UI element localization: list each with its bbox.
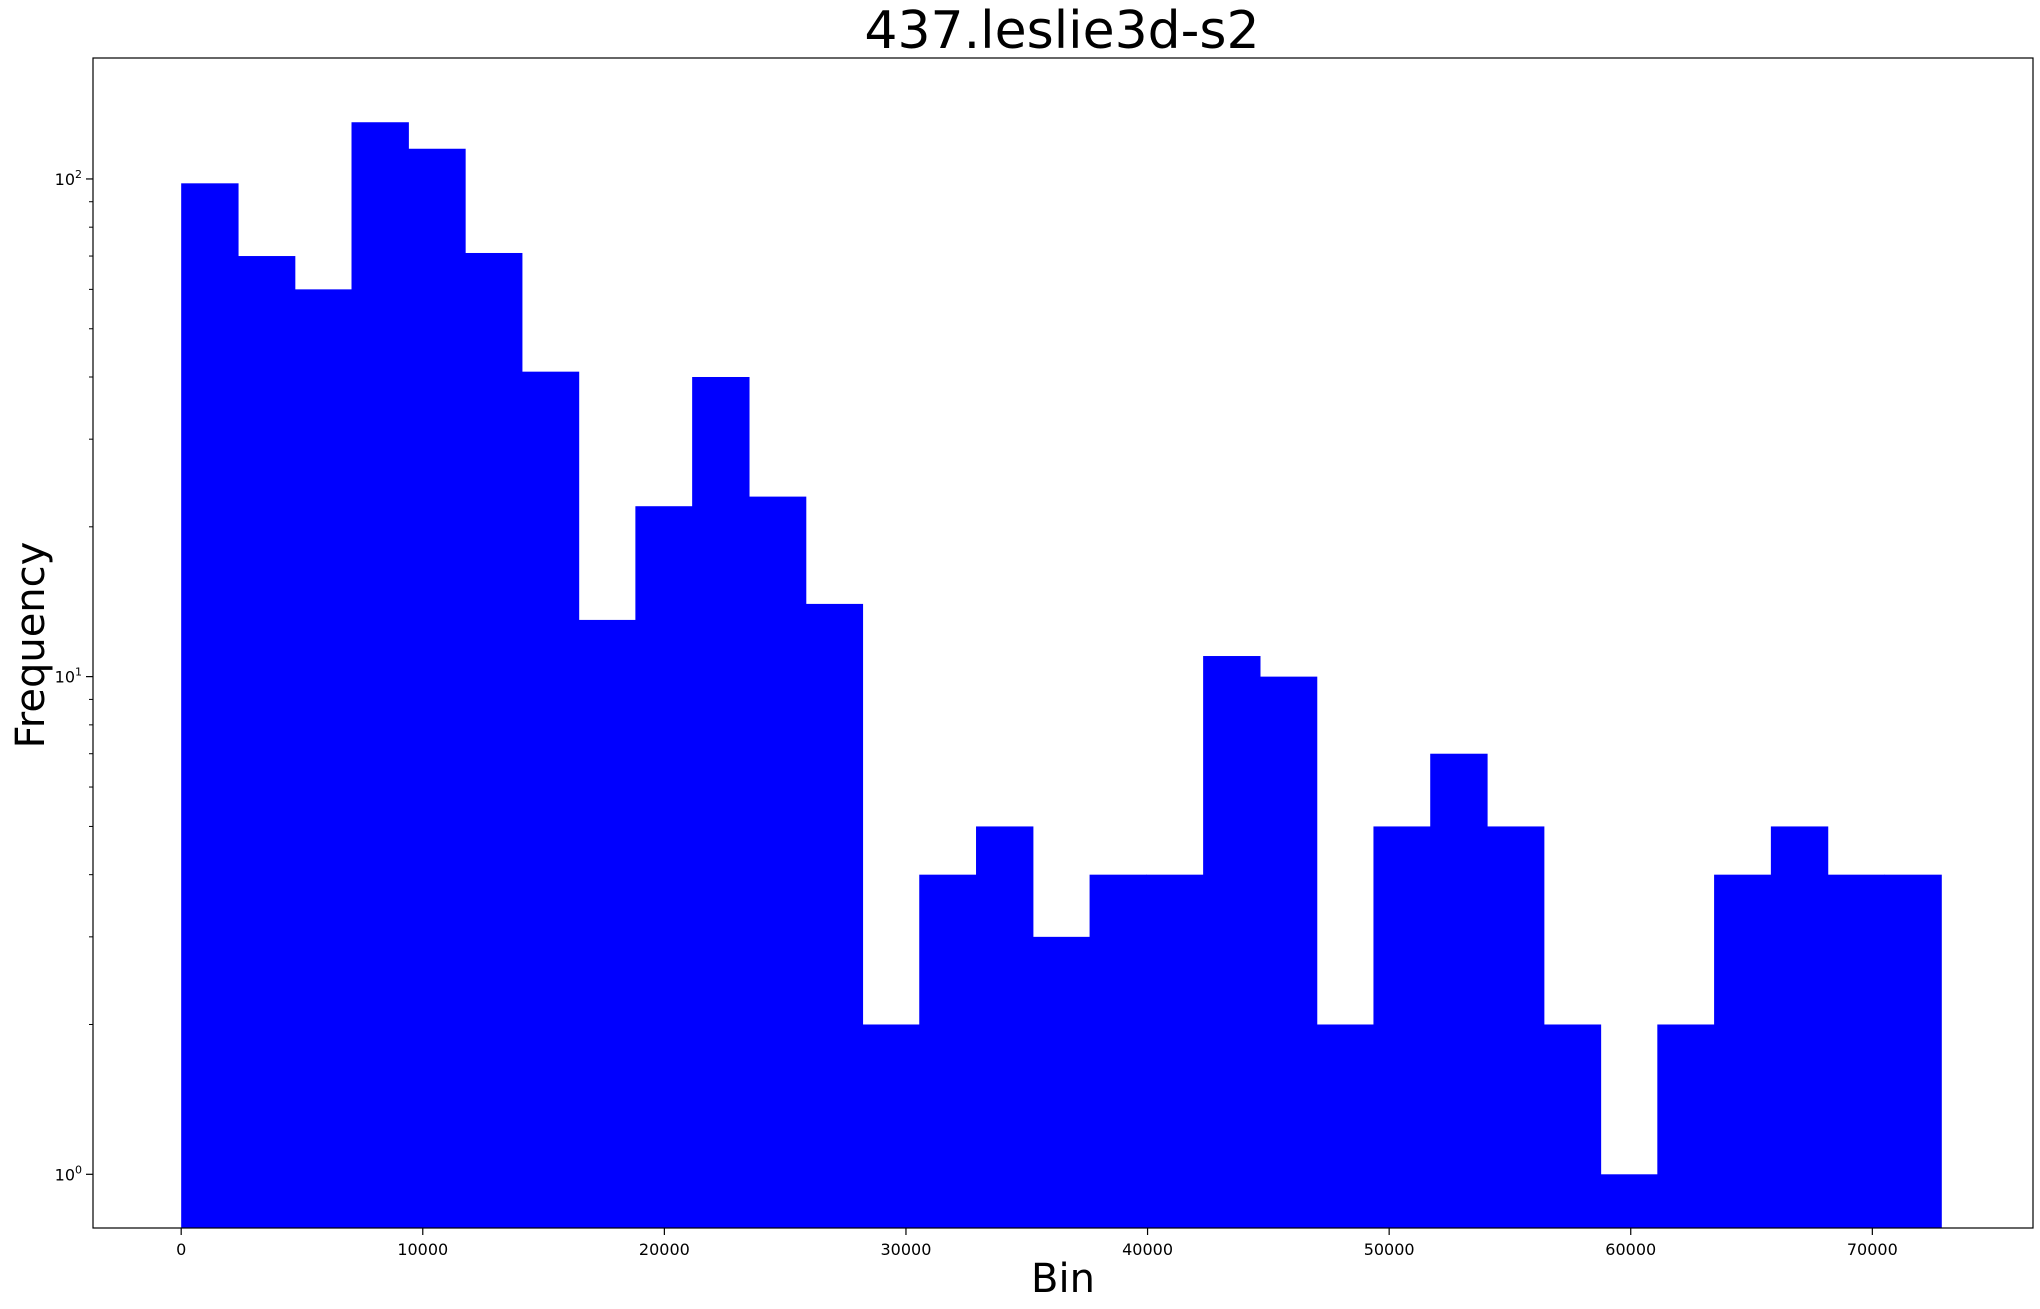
chart-title: 437.leslie3d-s2	[864, 1, 1259, 61]
histogram-bar	[408, 148, 466, 1228]
x-tick-label: 50000	[1364, 1240, 1415, 1259]
y-tick-label: 100	[55, 1163, 82, 1184]
y-tick-label: 102	[55, 168, 82, 189]
histogram-bar	[919, 874, 977, 1228]
histogram-bar	[1714, 874, 1772, 1228]
histogram-bar	[1203, 656, 1261, 1228]
bars-group	[181, 122, 1942, 1229]
x-tick-label: 60000	[1605, 1240, 1656, 1259]
x-tick-label: 0	[176, 1240, 186, 1259]
histogram-bar	[748, 496, 807, 1228]
histogram-bar	[1770, 826, 1829, 1228]
x-tick-label: 30000	[881, 1240, 932, 1259]
x-tick-label: 40000	[1122, 1240, 1173, 1259]
histogram-bar	[1089, 874, 1147, 1228]
histogram-bar	[862, 1024, 920, 1228]
histogram-bar	[1032, 936, 1091, 1228]
histogram-bar	[1146, 874, 1204, 1228]
x-axis-label: Bin	[1031, 1256, 1095, 1302]
histogram-bar	[1430, 753, 1488, 1228]
y-tick-label: 101	[55, 666, 82, 687]
histogram-bar	[237, 256, 296, 1228]
x-tick-label: 70000	[1847, 1240, 1898, 1259]
x-tick-label: 20000	[639, 1240, 690, 1259]
histogram-bar	[521, 371, 580, 1228]
histogram-bar	[465, 252, 523, 1228]
x-tick-label: 10000	[397, 1240, 448, 1259]
histogram-bar	[1884, 874, 1942, 1228]
histogram-bar	[1373, 826, 1431, 1228]
plot-frame	[92, 57, 2034, 1229]
histogram-bar	[976, 826, 1034, 1228]
y-axis-label: Frequency	[8, 542, 54, 749]
histogram-bar	[805, 603, 864, 1228]
histogram-bar	[351, 122, 409, 1229]
histogram-bar	[181, 183, 239, 1228]
histogram-bar	[635, 506, 693, 1228]
y-axis-ticks: 100 101 102	[55, 168, 93, 1184]
histogram-bar	[1259, 676, 1318, 1228]
histogram-bar	[578, 619, 636, 1228]
histogram-bar	[294, 289, 353, 1228]
histogram-bar	[692, 376, 750, 1228]
histogram-bar	[1316, 1024, 1375, 1228]
histogram-bar	[1827, 874, 1886, 1228]
x-axis-ticks: 0 10000 20000 30000 40000 50000 60000 70000	[176, 1228, 1898, 1259]
histogram-bar	[1543, 1024, 1602, 1228]
histogram-bar	[1600, 1174, 1658, 1228]
histogram-bar	[1486, 826, 1545, 1228]
histogram-bar	[1657, 1024, 1715, 1228]
